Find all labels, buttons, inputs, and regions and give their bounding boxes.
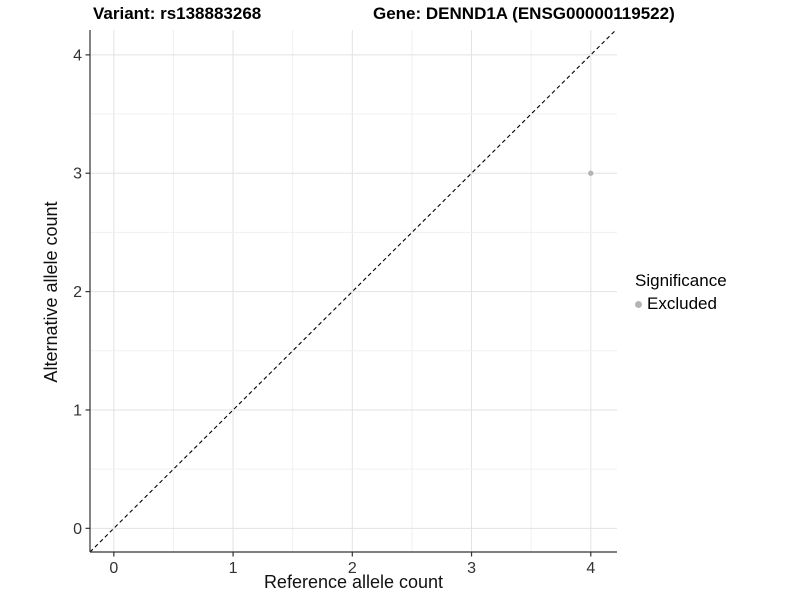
y-tick-label: 2 (73, 284, 82, 301)
legend: Significance Excluded (635, 271, 727, 314)
legend-item-excluded: Excluded (635, 294, 727, 314)
legend-item-label: Excluded (647, 294, 717, 313)
y-axis-title: Alternative allele count (41, 201, 61, 383)
x-tick-label: 2 (348, 560, 357, 577)
identity-dashed-line (89, 29, 617, 553)
x-tick-label: 1 (229, 560, 238, 577)
variant-title: Variant: rs138883268 (93, 4, 262, 23)
y-tick-label: 4 (73, 47, 82, 64)
x-tick-label: 4 (586, 560, 595, 577)
legend-marker-icon (635, 300, 642, 308)
data-point (588, 170, 594, 176)
y-tick-label: 0 (73, 521, 82, 538)
y-tick-label: 3 (73, 166, 82, 183)
gene-title: Gene: DENND1A (ENSG00000119522) (373, 4, 675, 23)
legend-title: Significance (635, 271, 727, 290)
x-tick-label: 0 (109, 560, 118, 577)
x-tick-label: 3 (467, 560, 476, 577)
y-tick-label: 1 (73, 402, 82, 419)
x-axis-title: Reference allele count (263, 572, 444, 592)
